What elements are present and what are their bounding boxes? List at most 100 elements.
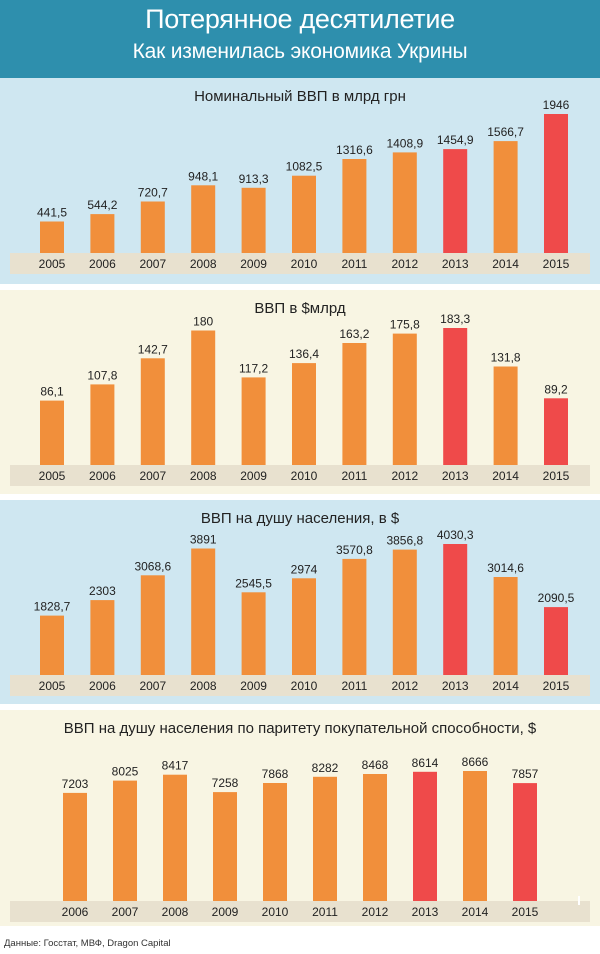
bar-2011 [342,343,367,465]
bar-2010 [292,175,316,253]
x-tick-2011: 2011 [312,905,338,919]
data-label-2011: 3570,8 [336,543,373,557]
data-label-2015: 89,2 [544,382,568,396]
data-label-2010: 2974 [291,562,318,576]
data-label-2005: 1828,7 [34,600,71,614]
x-tick-2010: 2010 [291,257,318,271]
bar-2011 [313,776,337,901]
bar-2006 [90,600,115,675]
bar-2010 [292,578,316,675]
chart-gdp-per-capita: 1828,7 2005 2303 2006 3068,6 2007 3891 2008 2545… [10,528,590,696]
data-label-2012: 175,8 [390,318,420,332]
data-label-2014: 131,8 [491,351,521,365]
chart-nominal-gdp-uah: 441,5 2005 544,2 2006 720,7 2007 948,1 2008 913,… [10,98,590,274]
data-label-2012: 8468 [362,758,389,772]
x-tick-2011: 2011 [341,257,367,271]
data-label-2005: 441,5 [37,206,67,220]
bar-2015 [544,398,568,465]
data-label-2013: 1454,9 [437,133,474,147]
data-label-2009: 7258 [212,776,239,790]
bar-2012 [392,549,417,675]
chart-gdp-ppp-per-capita: 7203 2006 8025 2007 8417 2008 7258 2009 7868 2010… [10,755,590,922]
bar-2008 [163,774,187,901]
data-label-2005: 86,1 [40,385,64,399]
bar-2006 [90,214,115,253]
x-tick-2005: 2005 [39,257,66,271]
infographic-header: Потерянное десятилетие Как изменилась эк… [0,0,600,78]
x-tick-2008: 2008 [190,469,217,483]
x-tick-2014: 2014 [492,469,519,483]
x-tick-2008: 2008 [190,679,217,693]
x-tick-2014: 2014 [492,257,519,271]
x-axis-strip [10,253,590,274]
data-label-2014: 8666 [462,755,489,769]
x-tick-2009: 2009 [240,469,267,483]
bar-2005 [40,400,64,465]
x-tick-2009: 2009 [212,905,239,919]
x-tick-2008: 2008 [190,257,217,271]
data-label-2006: 7203 [62,777,89,791]
bar-2014 [463,771,487,901]
x-tick-2005: 2005 [39,469,66,483]
data-label-2008: 8417 [162,759,189,773]
chart-title: ВВП на душу населения по паритету покупа… [63,720,537,737]
data-label-2013: 8614 [412,756,439,770]
bar-2010 [292,363,316,465]
data-label-2009: 2545,5 [235,576,272,590]
bar-2014 [493,366,518,465]
data-label-2015: 1946 [543,98,570,112]
x-tick-2007: 2007 [139,469,166,483]
x-tick-2006: 2006 [89,679,116,693]
bar-2013 [443,149,468,253]
bar-2007 [113,780,137,901]
x-tick-2013: 2013 [412,905,439,919]
chart-title: ВВП в $млрд [254,300,346,317]
data-label-2009: 117,2 [239,361,268,375]
infographic-title: Потерянное десятилетие [145,4,455,34]
x-tick-2010: 2010 [291,469,318,483]
x-tick-2010: 2010 [291,679,318,693]
decor-mark [578,896,580,905]
source-note: Данные: Госстат, МВФ, Dragon Capital [4,938,171,949]
x-tick-2011: 2011 [341,469,367,483]
data-label-2007: 142,7 [138,342,168,356]
data-label-2009: 913,3 [239,172,269,186]
bar-2009 [213,792,237,901]
data-label-2013: 183,3 [440,312,470,326]
x-tick-2012: 2012 [391,257,418,271]
data-label-2011: 1316,6 [336,143,373,157]
chart-gdp-usd: 86,1 2005 107,8 2006 142,7 2007 180 2008 117,2 20… [10,312,590,486]
bar-2010 [263,783,287,901]
bar-2012 [392,152,417,253]
x-axis-strip [10,465,590,486]
bar-2008 [191,185,216,253]
data-label-2011: 8282 [312,761,339,775]
x-tick-2006: 2006 [62,905,89,919]
data-label-2007: 720,7 [138,186,168,200]
bar-2009 [241,187,266,253]
data-label-2010: 136,4 [289,347,319,361]
data-label-2014: 1566,7 [487,125,524,139]
x-axis-strip [10,901,590,922]
bar-2012 [363,774,387,901]
x-tick-2015: 2015 [543,469,570,483]
data-label-2015: 2090,5 [538,591,575,605]
chart-panel-gdp-ppp-per-capita: ВВП на душу населения по паритету покупа… [0,710,600,926]
bar-2014 [493,577,518,675]
data-label-2006: 2303 [89,584,116,598]
bar-2008 [191,330,216,465]
bar-2005 [40,221,64,253]
x-tick-2012: 2012 [362,905,389,919]
chart-panel-gdp-usd: ВВП в $млрд 86,1 2005 107,8 2006 142,7 2007 18… [0,290,600,494]
x-tick-2015: 2015 [543,257,570,271]
bar-2006 [63,792,87,901]
bar-2015 [513,783,537,901]
bar-2009 [241,377,266,465]
bar-2011 [342,159,367,253]
x-tick-2008: 2008 [162,905,189,919]
bar-2013 [443,544,468,675]
x-tick-2012: 2012 [391,469,418,483]
bar-2015 [544,114,568,253]
infographic-subtitle: Как изменилась экономика Укрины [132,40,468,63]
data-label-2006: 107,8 [87,368,117,382]
